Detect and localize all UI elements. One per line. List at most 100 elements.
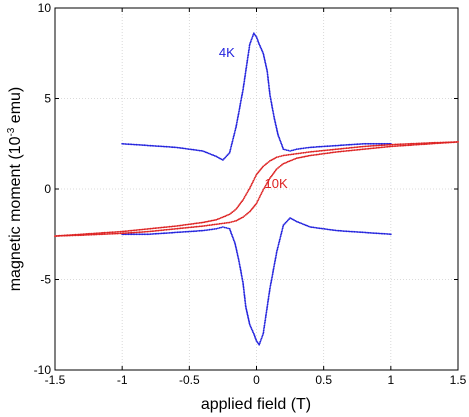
data-point-10K [372, 144, 375, 147]
data-point-4K [264, 316, 267, 319]
data-point-10K [303, 155, 306, 158]
data-point-4K [278, 136, 280, 139]
data-point-10K [287, 153, 290, 156]
data-point-4K [173, 231, 176, 234]
data-point-10K [217, 223, 219, 226]
data-point-4K [340, 144, 343, 147]
data-point-10K [130, 229, 133, 232]
data-point-4K [271, 109, 274, 112]
data-point-10K [151, 230, 154, 233]
data-point-10K [163, 229, 166, 231]
data-point-4K [289, 150, 291, 152]
data-point-10K [71, 234, 74, 237]
data-point-10K [167, 228, 169, 231]
data-point-10K [455, 141, 458, 143]
data-point-10K [318, 150, 321, 152]
data-point-4K [350, 143, 353, 146]
data-point-4K [146, 144, 149, 147]
data-point-4K [274, 259, 277, 262]
x-tick-label: 0 [253, 373, 260, 387]
data-point-10K [297, 157, 300, 159]
data-point-10K [277, 167, 279, 169]
data-point-10K [230, 221, 233, 223]
data-point-10K [190, 223, 193, 225]
data-point-4K [254, 337, 257, 339]
data-point-4K [268, 86, 270, 88]
data-point-4K [268, 290, 271, 293]
data-point-10K [306, 155, 309, 158]
data-point-10K [106, 231, 109, 234]
data-point-4K [279, 237, 282, 239]
data-point-10K [141, 228, 144, 231]
data-point-10K [101, 231, 104, 234]
data-point-4K [358, 231, 361, 234]
data-point-10K [272, 172, 275, 174]
data-point-4K [337, 229, 340, 232]
data-point-4K [234, 242, 236, 245]
data-point-4K [149, 144, 152, 147]
data-point-4K [294, 148, 296, 151]
data-point-10K [247, 190, 250, 192]
data-point-10K [113, 232, 115, 235]
data-point-4K [286, 219, 289, 222]
data-point-10K [186, 226, 188, 229]
data-point-10K [187, 226, 190, 229]
data-point-4K [122, 143, 125, 145]
data-point-4K [289, 217, 291, 219]
data-point-4K [138, 144, 141, 146]
data-point-10K [377, 144, 380, 147]
data-point-4K [320, 145, 323, 148]
data-point-10K [279, 155, 281, 158]
data-point-4K [325, 228, 327, 231]
data-point-4K [266, 73, 269, 76]
data-point-10K [423, 143, 426, 146]
data-point-4K [272, 271, 274, 274]
data-point-10K [320, 153, 323, 155]
data-point-4K [232, 238, 235, 240]
data-point-4K [235, 248, 238, 251]
data-point-10K [98, 232, 101, 235]
data-point-4K [344, 144, 346, 146]
data-point-10K [433, 142, 436, 145]
data-point-10K [385, 144, 387, 146]
data-point-4K [274, 121, 277, 124]
data-point-10K [284, 162, 286, 165]
data-point-4K [277, 135, 280, 138]
data-point-10K [259, 195, 262, 197]
data-point-10K [156, 229, 158, 232]
data-point-10K [148, 227, 150, 230]
data-point-4K [331, 229, 334, 231]
data-point-10K [328, 149, 331, 151]
data-point-10K [137, 229, 139, 231]
data-point-4K [279, 235, 282, 238]
data-point-4K [276, 132, 279, 135]
data-point-10K [393, 143, 395, 146]
data-point-4K [242, 283, 245, 286]
data-point-4K [275, 254, 277, 257]
data-point-4K [328, 228, 331, 231]
data-point-4K [366, 231, 368, 234]
data-point-10K [412, 144, 415, 146]
data-point-10K [74, 234, 77, 237]
data-point-4K [259, 44, 261, 47]
data-point-4K [309, 146, 312, 149]
data-point-4K [367, 231, 370, 234]
data-point-10K [160, 229, 163, 232]
data-point-4K [124, 143, 127, 145]
data-point-4K [229, 150, 231, 153]
data-point-10K [382, 144, 384, 147]
data-point-10K [110, 233, 112, 235]
data-point-10K [145, 230, 147, 233]
data-point-10K [93, 233, 96, 236]
data-point-4K [363, 142, 365, 145]
data-point-10K [209, 220, 212, 222]
data-point-4K [215, 227, 218, 230]
y-tick-label: 0 [44, 182, 51, 196]
data-point-4K [307, 225, 310, 228]
data-point-4K [267, 83, 270, 85]
data-point-4K [372, 232, 375, 235]
data-point-10K [364, 145, 367, 148]
data-point-4K [285, 149, 288, 152]
x-tick-label: -1.5 [45, 373, 66, 387]
data-point-4K [306, 224, 309, 227]
